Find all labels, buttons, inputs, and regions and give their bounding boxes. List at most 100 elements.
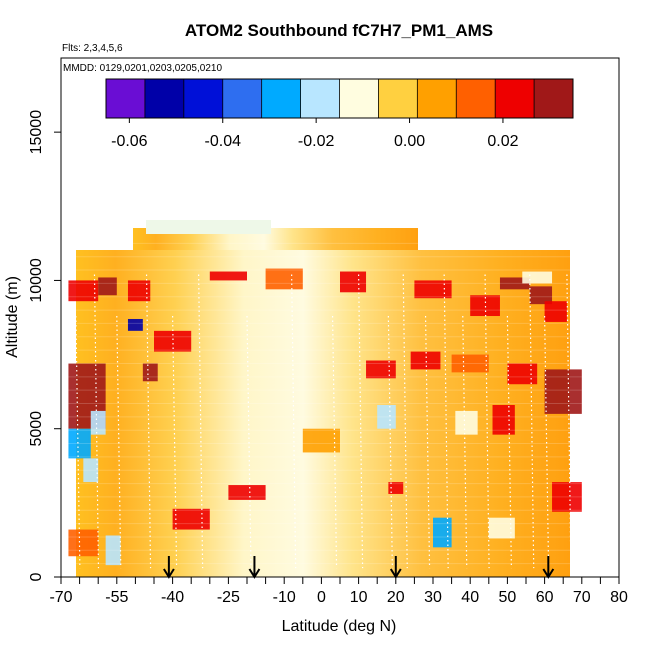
colorbar-tick-label: 0.00 <box>394 133 425 150</box>
heatmap-cell <box>127 280 151 302</box>
y-tick-label: 0 <box>28 572 45 581</box>
arrow-head <box>389 568 402 579</box>
chart-title: ATOM2 Southbound fC7H7_PM1_AMS <box>185 21 493 40</box>
heatmap-cell <box>142 363 158 382</box>
heatmap-cell <box>492 404 515 435</box>
heatmap-cell <box>340 271 367 293</box>
heatmap-pale-top-cell <box>146 220 271 234</box>
heatmap-cell <box>552 482 582 512</box>
x-tick-label: 80 <box>610 589 628 606</box>
heatmap-cell <box>451 354 489 373</box>
heatmap-cell <box>172 508 210 530</box>
heatmap-cell <box>68 280 99 302</box>
x-tick-label: -55 <box>105 589 128 606</box>
colorbar-swatch <box>339 79 379 118</box>
flight-track <box>506 316 512 569</box>
colorbar-swatch <box>222 79 263 118</box>
arrow-marker <box>542 556 555 579</box>
colorbar-tick-label: -0.04 <box>205 133 242 150</box>
heatmap-cell <box>68 529 99 557</box>
x-axis-label: Latitude (deg N) <box>282 618 397 635</box>
heatmap-cell <box>414 280 452 299</box>
colorbar-tick-label: -0.06 <box>111 133 148 150</box>
heatmap-cell <box>127 318 143 331</box>
y-tick-label: 10000 <box>28 258 45 303</box>
flight-track <box>544 316 550 569</box>
flight-track <box>424 316 431 569</box>
heatmap-cell <box>388 482 404 494</box>
heatmap-cell <box>544 369 582 414</box>
colorbar-swatch <box>495 79 535 118</box>
heatmap-cell <box>529 286 553 305</box>
colorbar-swatch <box>300 79 340 118</box>
dates-subtitle: MMDD: 0129,0201,0203,0205,0210 <box>63 63 222 74</box>
heatmap-cell <box>499 277 530 290</box>
heatmap-cell <box>377 404 396 429</box>
flight-track <box>387 316 393 569</box>
arrow-markers <box>163 556 555 579</box>
heatmap-cell <box>228 485 266 500</box>
y-tick-label: 15000 <box>28 110 45 155</box>
x-tick-label: 20 <box>387 589 405 606</box>
arrow-marker <box>163 556 175 579</box>
heatmap-cell <box>105 535 121 566</box>
x-tick-label: -40 <box>161 589 184 606</box>
x-tick-label: 40 <box>461 589 479 606</box>
heatmap-cell <box>98 277 117 296</box>
heatmap-cell <box>154 330 192 352</box>
flight-track <box>462 316 468 569</box>
x-tick-label: 50 <box>499 589 517 606</box>
colorbar-swatch <box>183 79 224 118</box>
heatmap-cell <box>302 428 340 453</box>
arrow-head <box>248 568 261 579</box>
arrow-marker <box>389 556 402 579</box>
arrow-head <box>542 568 555 579</box>
y-axis-label: Altitude (m) <box>4 276 21 358</box>
colorbar-swatch <box>261 79 302 118</box>
x-tick-label: 70 <box>573 589 591 606</box>
y-axis: 0 5000 10000 15000 <box>28 110 61 581</box>
heatmap-curtain <box>68 220 582 578</box>
heatmap-cell <box>522 271 553 284</box>
heatmap-cell <box>544 301 567 322</box>
heatmap-cell <box>209 271 247 281</box>
colorbar-swatch <box>106 79 146 118</box>
flight-track <box>246 316 252 569</box>
x-tick-label: 10 <box>350 589 368 606</box>
flight-track <box>116 316 122 569</box>
x-tick-label: -25 <box>217 589 240 606</box>
y-tick-label: 5000 <box>28 411 45 447</box>
colorbar-swatch <box>378 79 418 118</box>
arrow-marker <box>248 556 261 579</box>
colorbar-swatch <box>417 79 457 118</box>
flight-track <box>331 316 338 569</box>
colorbar-frame <box>105 78 574 119</box>
heatmap-cell <box>470 295 500 317</box>
x-tick-label: 0 <box>317 589 326 606</box>
colorbar-swatch <box>534 79 574 118</box>
arrow-head <box>163 568 175 579</box>
colorbar-tick-label: 0.02 <box>487 133 518 150</box>
x-tick-label: -70 <box>49 589 72 606</box>
heatmap-cell <box>90 410 106 435</box>
flights-subtitle: Flts: 2,3,4,5,6 <box>62 43 123 54</box>
x-tick-label: 30 <box>424 589 442 606</box>
heatmap-cell <box>455 410 478 435</box>
colorbar-swatch <box>456 79 496 118</box>
heatmap-cell <box>507 363 538 385</box>
heatmap-cell <box>410 351 441 370</box>
heatmap-cell <box>68 428 91 459</box>
x-tick-label: 60 <box>536 589 554 606</box>
colorbar-swatch <box>144 79 185 118</box>
colorbar-tick-label: -0.02 <box>298 133 335 150</box>
colorbar: -0.06 -0.04 -0.02 0.00 0.02 <box>105 78 574 150</box>
heatmap-cell <box>265 268 303 290</box>
x-axis: -70 -55 -40 -25 -10 0 10 20 30 40 50 60 70 80 <box>49 577 628 606</box>
flight-track <box>172 316 178 569</box>
flight-track <box>75 316 81 569</box>
heatmap-cell <box>433 517 452 548</box>
heatmap-cell <box>366 360 396 379</box>
heatmap-cell <box>488 517 515 539</box>
x-tick-label: -10 <box>273 589 296 606</box>
